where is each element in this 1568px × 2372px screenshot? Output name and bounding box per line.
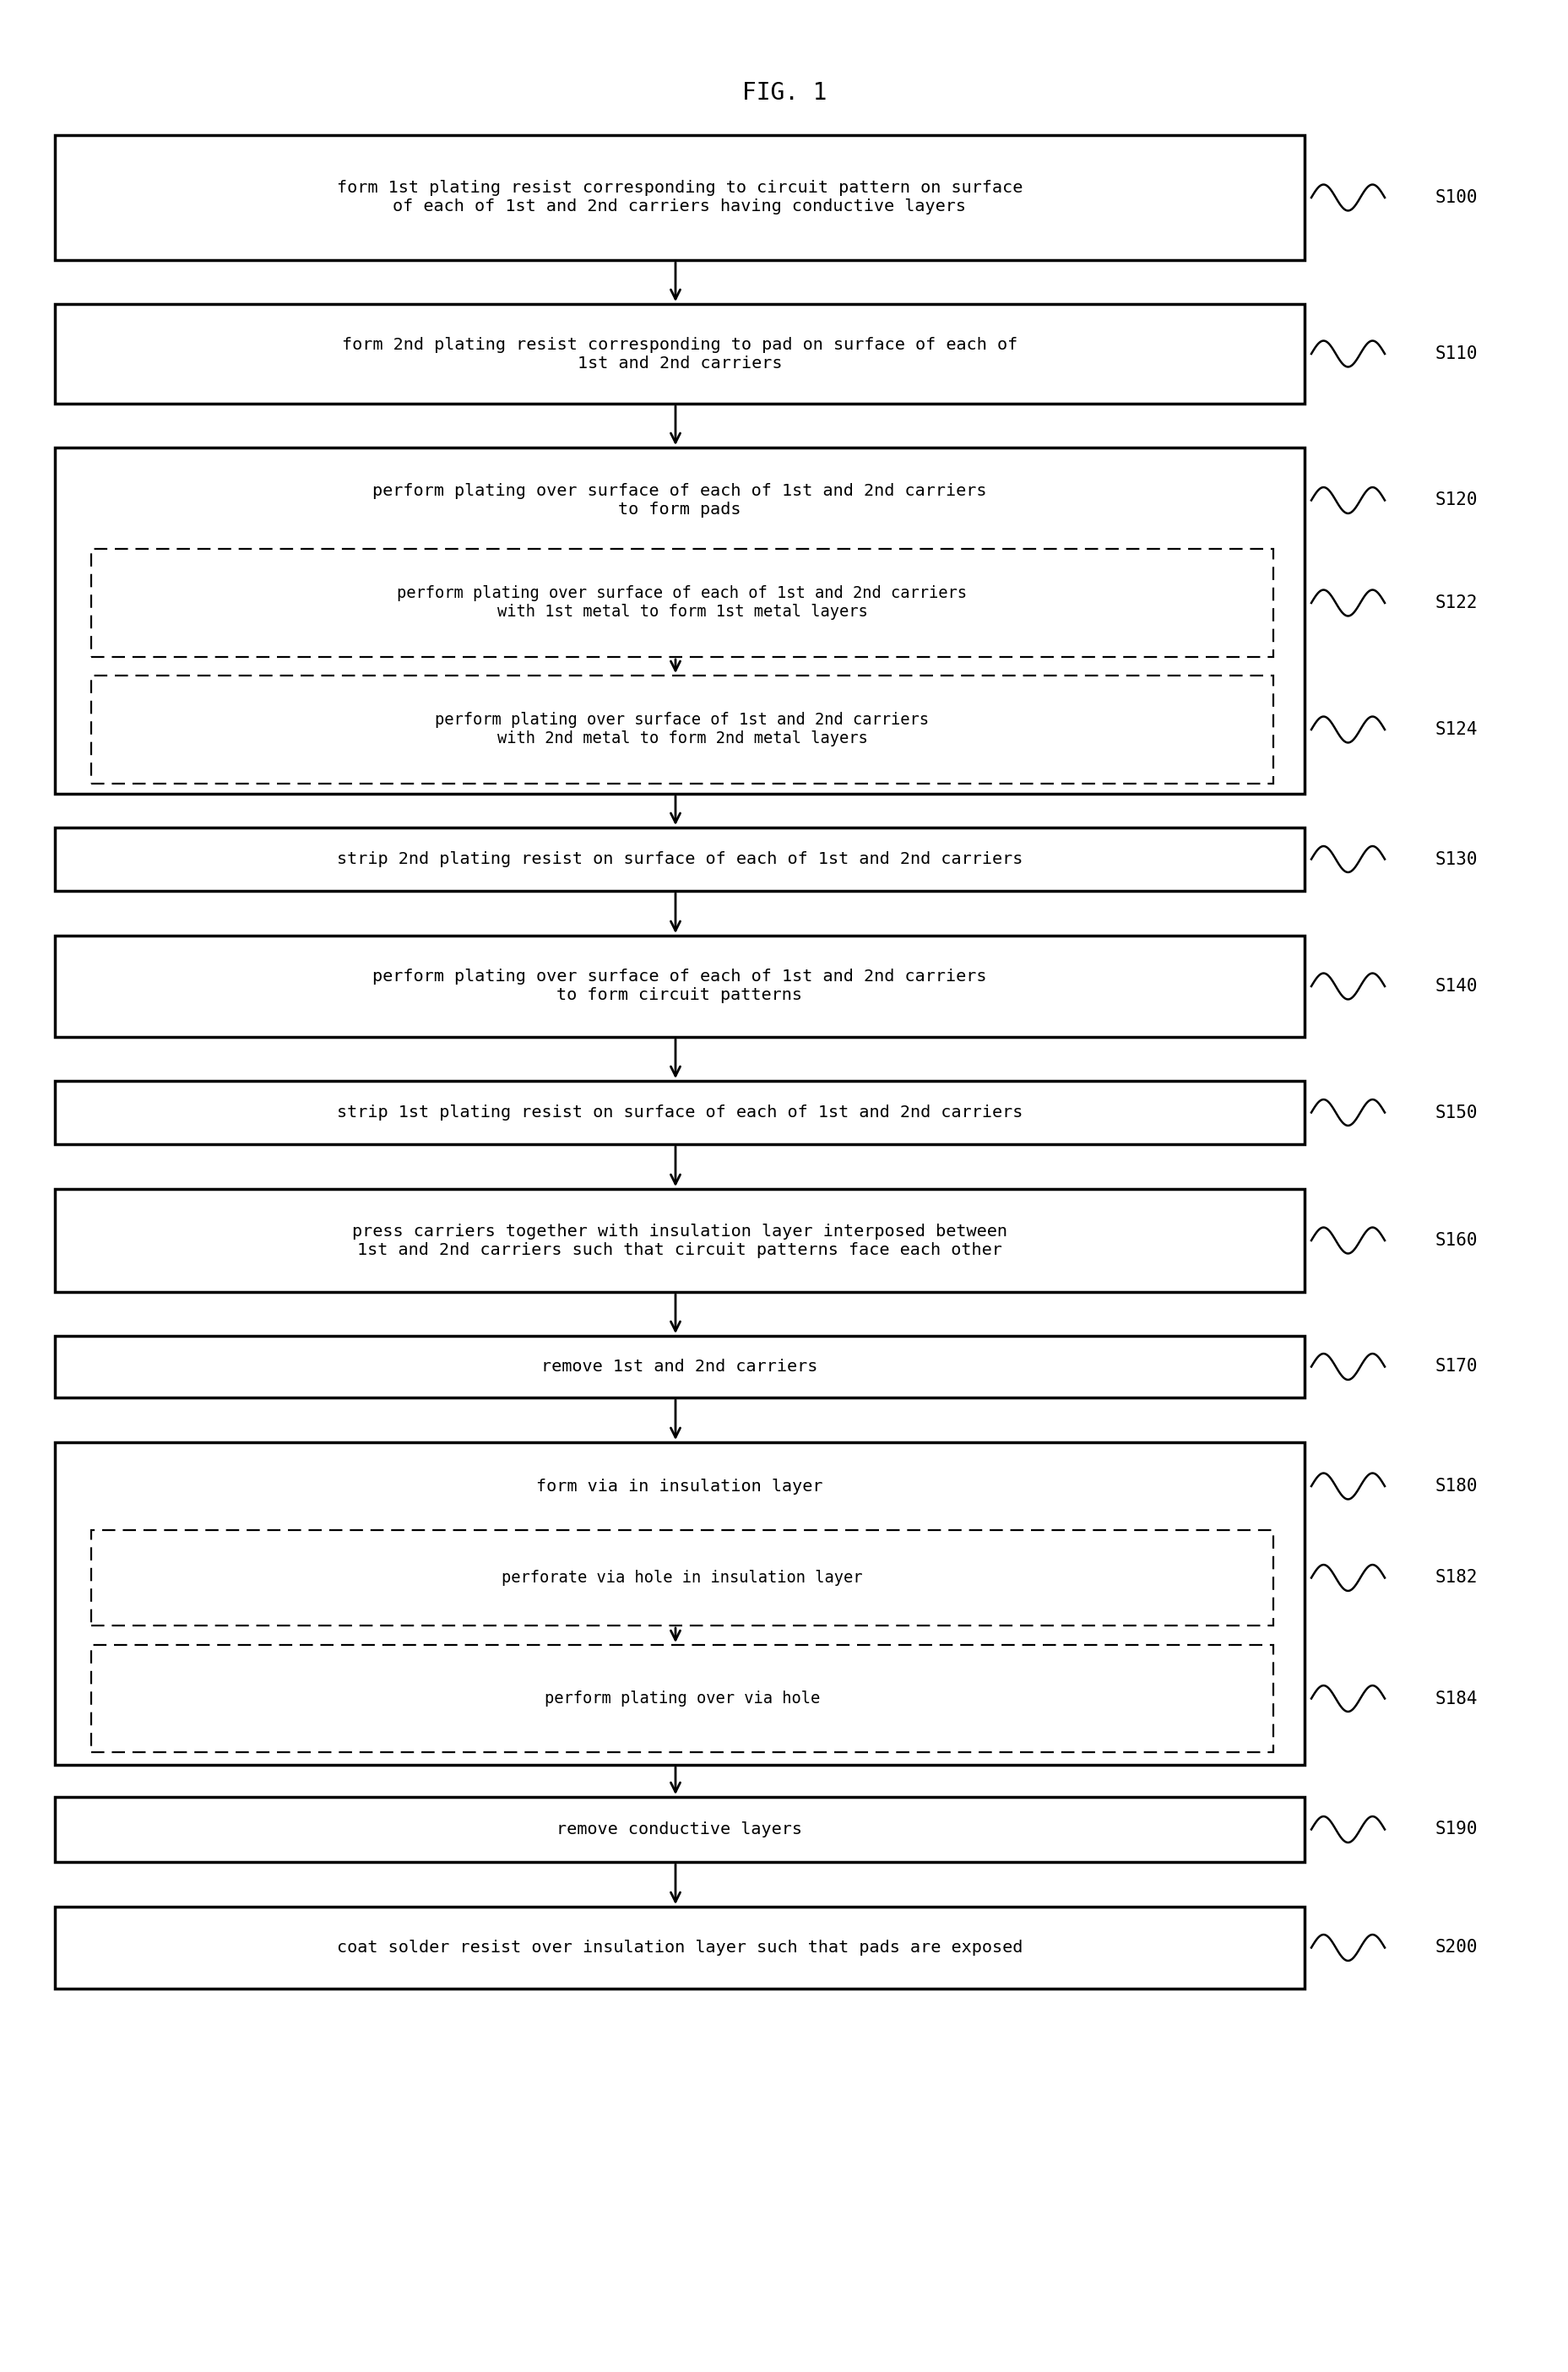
Text: remove conductive layers: remove conductive layers (557, 1822, 803, 1838)
Text: form 1st plating resist corresponding to circuit pattern on surface
of each of 1: form 1st plating resist corresponding to… (337, 180, 1022, 216)
Text: S184: S184 (1435, 1691, 1477, 1708)
Bar (55, 448, 1305, 795)
Text: S190: S190 (1435, 1822, 1477, 1838)
Text: S180: S180 (1435, 1478, 1477, 1494)
Bar (55, 1907, 1305, 1988)
Text: S120: S120 (1435, 491, 1477, 508)
Bar (55, 1442, 1305, 1765)
Text: perform plating over surface of 1st and 2nd carriers
with 2nd metal to form 2nd : perform plating over surface of 1st and … (434, 712, 928, 747)
Text: S160: S160 (1435, 1231, 1477, 1250)
Text: form 2nd plating resist corresponding to pad on surface of each of
1st and 2nd c: form 2nd plating resist corresponding to… (342, 337, 1018, 370)
Bar (91, 548, 1273, 657)
Bar (91, 1644, 1273, 1753)
Text: S122: S122 (1435, 595, 1477, 612)
Text: perform plating over surface of each of 1st and 2nd carriers
to form circuit pat: perform plating over surface of each of … (372, 970, 986, 1003)
Text: S150: S150 (1435, 1103, 1477, 1122)
Text: S170: S170 (1435, 1359, 1477, 1376)
Bar (55, 1082, 1305, 1143)
Text: perform plating over via hole: perform plating over via hole (544, 1691, 820, 1705)
Text: strip 2nd plating resist on surface of each of 1st and 2nd carriers: strip 2nd plating resist on surface of e… (337, 852, 1022, 868)
Bar (55, 935, 1305, 1037)
Text: S130: S130 (1435, 852, 1477, 868)
Text: strip 1st plating resist on surface of each of 1st and 2nd carriers: strip 1st plating resist on surface of e… (337, 1105, 1022, 1120)
Text: perform plating over surface of each of 1st and 2nd carriers
to form pads: perform plating over surface of each of … (372, 484, 986, 517)
Bar (55, 1798, 1305, 1862)
Bar (55, 135, 1305, 261)
Text: coat solder resist over insulation layer such that pads are exposed: coat solder resist over insulation layer… (337, 1940, 1022, 1955)
Text: perform plating over surface of each of 1st and 2nd carriers
with 1st metal to f: perform plating over surface of each of … (397, 586, 967, 619)
Text: S200: S200 (1435, 1940, 1477, 1957)
Text: S140: S140 (1435, 977, 1477, 994)
Text: S100: S100 (1435, 190, 1477, 206)
Text: remove 1st and 2nd carriers: remove 1st and 2nd carriers (541, 1359, 817, 1376)
Text: press carriers together with insulation layer interposed between
1st and 2nd car: press carriers together with insulation … (351, 1224, 1007, 1257)
Text: S182: S182 (1435, 1570, 1477, 1587)
Bar (91, 1530, 1273, 1625)
Text: S110: S110 (1435, 346, 1477, 363)
Bar (55, 304, 1305, 403)
Bar (55, 1335, 1305, 1397)
Bar (55, 828, 1305, 892)
Text: FIG. 1: FIG. 1 (742, 81, 826, 104)
Bar (55, 1188, 1305, 1293)
Text: form via in insulation layer: form via in insulation layer (536, 1478, 823, 1494)
Bar (91, 676, 1273, 783)
Text: S124: S124 (1435, 721, 1477, 738)
Text: perforate via hole in insulation layer: perforate via hole in insulation layer (502, 1570, 862, 1587)
